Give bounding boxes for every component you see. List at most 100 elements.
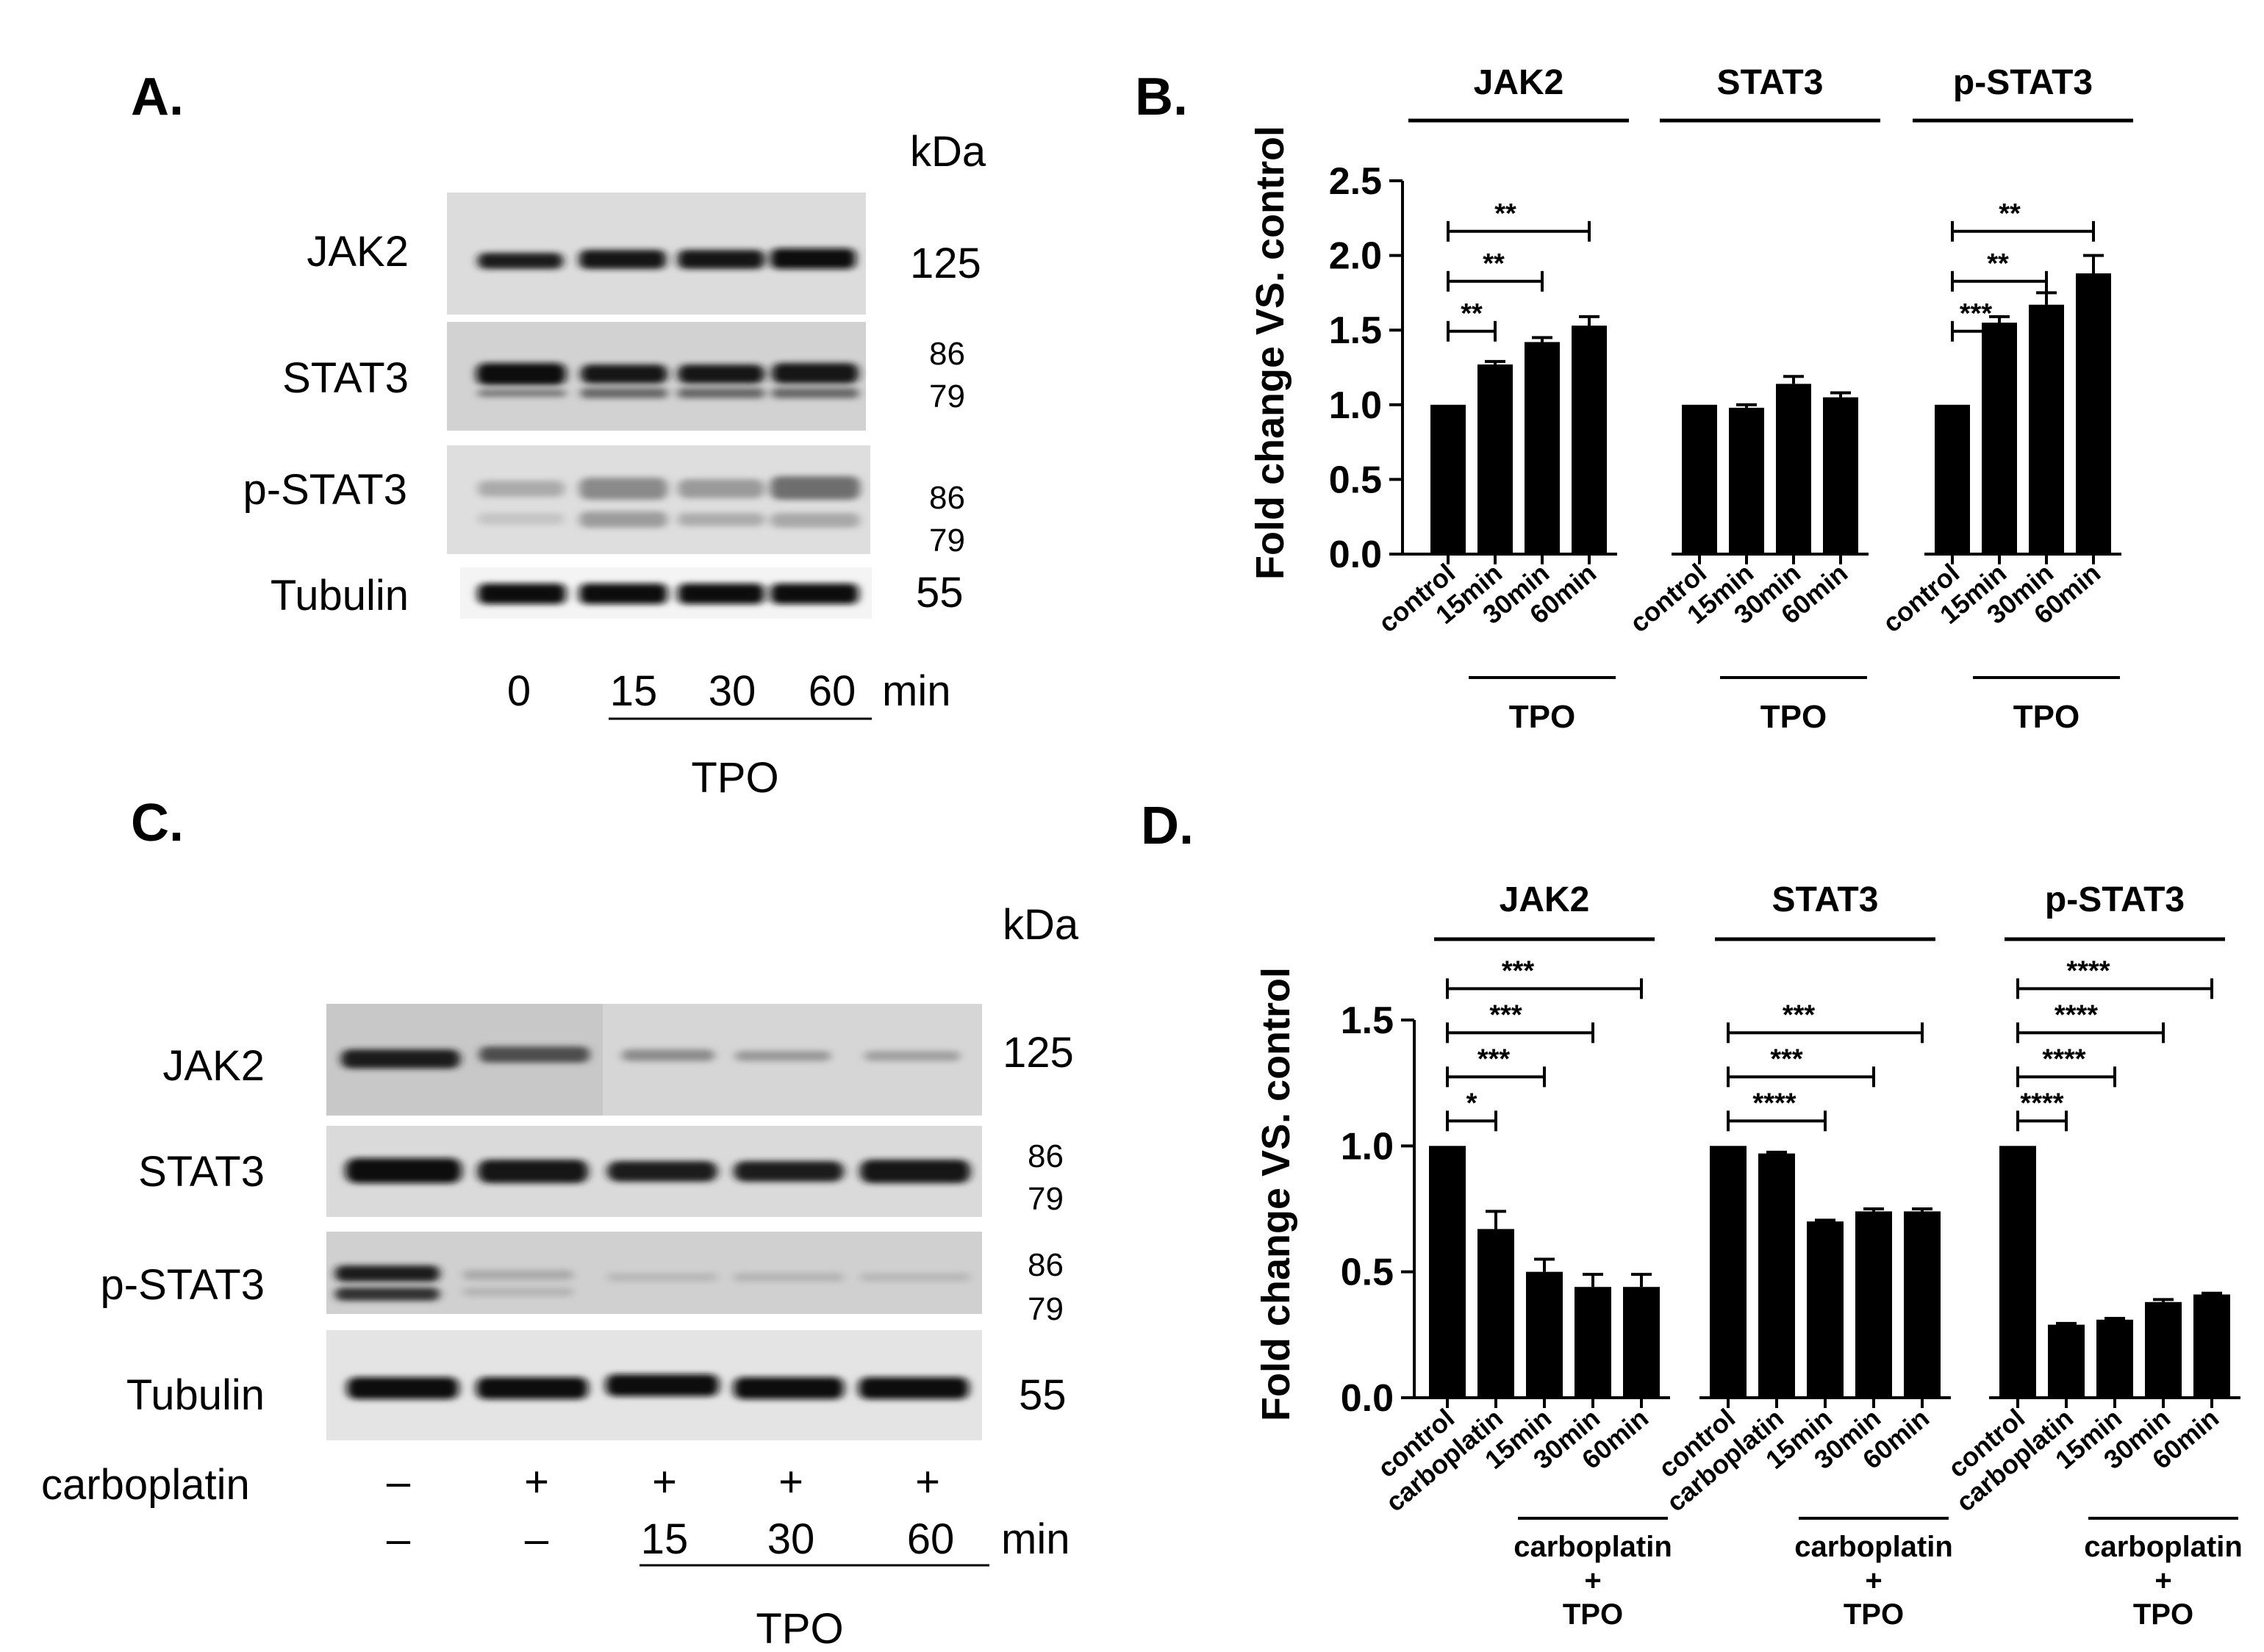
treatment-bracket-label: TPO (1760, 699, 1827, 735)
panel-a-time-30: 30 (709, 667, 756, 715)
panel-c-tpo-label: TPO (756, 1605, 843, 1652)
panel-c-carbo-5: + (915, 1458, 940, 1506)
blot-c-stat3 (326, 1126, 982, 1217)
panel-c-label-pstat3: p-STAT3 (101, 1261, 265, 1309)
group-title: STAT3 (1717, 63, 1824, 102)
panel-c-carbo-2: + (524, 1458, 549, 1506)
panel-a-time-unit: min (882, 667, 950, 715)
bar (1904, 1211, 1941, 1398)
sig-label: *** (1960, 298, 1993, 329)
panel-c-kda-tubulin: 55 (1019, 1371, 1067, 1419)
sig-label: ** (1461, 298, 1483, 329)
bar (2076, 273, 2111, 554)
treatment-bracket-label: TPO (2133, 1598, 2193, 1631)
panel-c-time-4: 30 (767, 1515, 815, 1563)
bar (1855, 1211, 1892, 1398)
blot-c-pstat3 (326, 1232, 982, 1314)
panel-a-kda-header: kDa (910, 128, 986, 176)
panel-c-label-jak2: JAK2 (162, 1042, 265, 1090)
bar (1682, 404, 1717, 554)
bar (1807, 1221, 1844, 1398)
treatment-bracket-label: TPO (1844, 1598, 1904, 1631)
panel-a-time-0: 0 (507, 667, 531, 715)
panel-a-kda-stat3-79: 79 (929, 378, 965, 414)
panel-c-kda-stat3-79: 79 (1028, 1181, 1064, 1217)
group-title: JAK2 (1474, 63, 1564, 102)
panel-a-kda-tubulin: 55 (916, 569, 964, 617)
bar (1477, 364, 1513, 554)
sig-label: **** (2066, 955, 2110, 986)
panel-a-kda-stat3-86: 86 (929, 336, 965, 372)
bar (1758, 1153, 1795, 1398)
panel-c-kda-pstat3-86: 86 (1028, 1247, 1064, 1283)
bar (1999, 1146, 2036, 1398)
panel-c-carbo-4: + (778, 1458, 803, 1506)
blot-a-tubulin (460, 567, 872, 619)
panel-c-carboplatin-label: carboplatin (41, 1461, 250, 1509)
sig-label: **** (2055, 999, 2098, 1030)
group-title: STAT3 (1772, 880, 1879, 919)
panel-a: A. kDa (131, 68, 986, 802)
treatment-bracket-label: TPO (1509, 699, 1575, 735)
panel-c-time-2: – (525, 1515, 549, 1563)
panel-a-label-pstat3: p-STAT3 (243, 466, 407, 514)
bar (1575, 1287, 1611, 1398)
bar (1935, 404, 1970, 554)
blot-a-stat3 (447, 322, 866, 431)
panel-c-carbo-1: – (387, 1458, 411, 1506)
panel-a-letter: A. (131, 68, 184, 126)
treatment-bracket-label: + (1865, 1565, 1882, 1597)
bar (2048, 1324, 2085, 1398)
treatment-bracket-label: + (1584, 1565, 1601, 1597)
bar (1982, 323, 2017, 554)
sig-label: *** (1502, 955, 1535, 986)
sig-label: ** (1987, 248, 2009, 279)
sig-label: **** (2020, 1088, 2063, 1118)
panel-a-kda-pstat3-86: 86 (929, 480, 965, 516)
bar (2096, 1319, 2133, 1398)
panel-c-kda-pstat3-79: 79 (1028, 1291, 1064, 1327)
panel-a-time-15: 15 (610, 667, 658, 715)
panel-c-letter: C. (131, 794, 184, 852)
group-title: JAK2 (1500, 880, 1590, 919)
group-title: p-STAT3 (2045, 880, 2185, 919)
bar (1526, 1271, 1563, 1398)
y-tick-label: 2.5 (1329, 160, 1382, 203)
y-tick-label: 0.0 (1329, 534, 1382, 576)
sig-label: *** (1489, 999, 1522, 1030)
sig-label: ** (1483, 248, 1505, 279)
panel-c-kda-jak2: 125 (1003, 1029, 1074, 1077)
sig-label: **** (2042, 1044, 2085, 1074)
chart-b: 0.0 0.5 1.0 1.5 2.0 2.5 Fold change VS. contro… (1248, 63, 2133, 735)
y-tick-label: 1.0 (1341, 1125, 1394, 1168)
bar (1429, 1146, 1466, 1398)
panel-c-label-tubulin: Tubulin (126, 1371, 265, 1419)
y-tick-label: 2.0 (1329, 235, 1382, 278)
bar (1477, 1229, 1514, 1398)
y-tick-label: 0.5 (1329, 459, 1382, 501)
panel-c-time-1: – (387, 1515, 411, 1563)
bar (1572, 326, 1607, 554)
chart-d: 0.0 0.5 1.0 1.5 Fold change VS. control JAK2 c… (1254, 880, 2243, 1631)
group-title: p-STAT3 (1953, 63, 2093, 102)
treatment-bracket-label: carboplatin (1794, 1531, 1953, 1563)
panel-d-letter: D. (1141, 797, 1194, 855)
treatment-bracket-label: TPO (2013, 699, 2079, 735)
y-tick-label: 1.5 (1329, 309, 1382, 352)
panel-c-label-stat3: STAT3 (138, 1148, 265, 1196)
panel-a-tpo-label: TPO (691, 754, 778, 802)
sig-label: *** (1477, 1044, 1511, 1074)
panel-a-label-stat3: STAT3 (282, 354, 409, 402)
panel-c-kda-header: kDa (1003, 901, 1079, 949)
blot-c-jak2 (326, 1004, 982, 1116)
bar (1525, 342, 1560, 554)
panel-c-time-unit: min (1001, 1515, 1070, 1563)
sig-label: ** (1494, 198, 1516, 229)
treatment-bracket-label: + (2154, 1565, 2171, 1597)
y-tick-label: 1.0 (1329, 384, 1382, 427)
panel-c-carbo-3: + (652, 1458, 677, 1506)
y-axis-title: Fold change VS. control (1248, 126, 1292, 580)
bar (1776, 384, 1811, 554)
